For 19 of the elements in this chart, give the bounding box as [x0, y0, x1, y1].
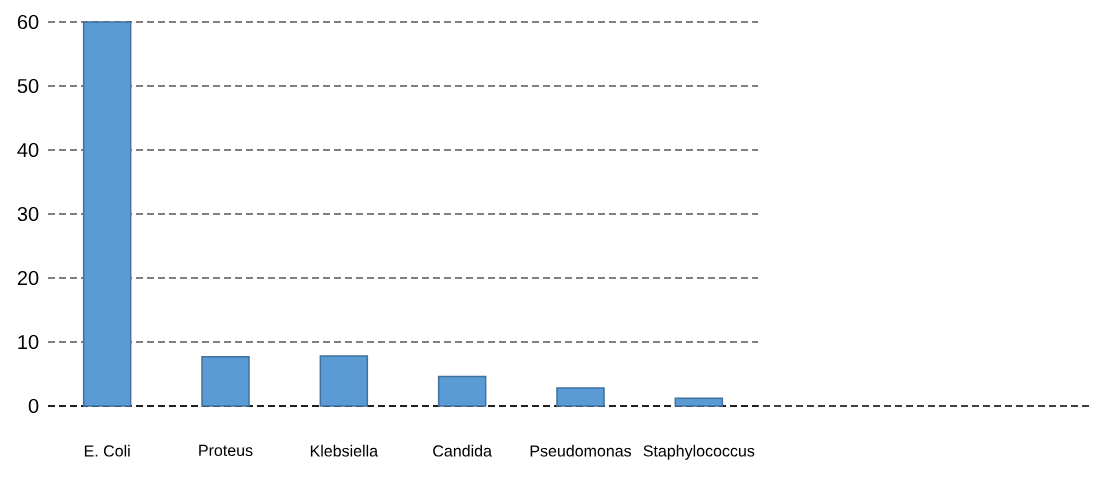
x-tick-label: Pseudomonas	[530, 444, 632, 457]
x-tick-label: Klebsiella	[310, 444, 379, 457]
y-tick-label: 0	[28, 398, 39, 414]
bar	[319, 355, 369, 407]
y-tick-label: 30	[17, 206, 39, 222]
bar	[674, 397, 724, 407]
bar	[437, 375, 487, 407]
bar	[556, 387, 605, 407]
y-tick-label: 40	[17, 142, 39, 158]
y-tick-label: 60	[17, 14, 39, 30]
bar	[201, 355, 250, 407]
y-tick-label: 50	[17, 78, 39, 94]
x-tick-label: E. Coli	[84, 444, 130, 457]
y-tick-label: 20	[17, 270, 39, 286]
y-tick-label: 10	[18, 334, 39, 350]
bar	[82, 21, 132, 407]
x-tick-label: Candida	[433, 444, 492, 457]
x-tick-label: Proteus	[199, 444, 253, 457]
x-tick-label: Staphylococcus	[643, 444, 755, 460]
